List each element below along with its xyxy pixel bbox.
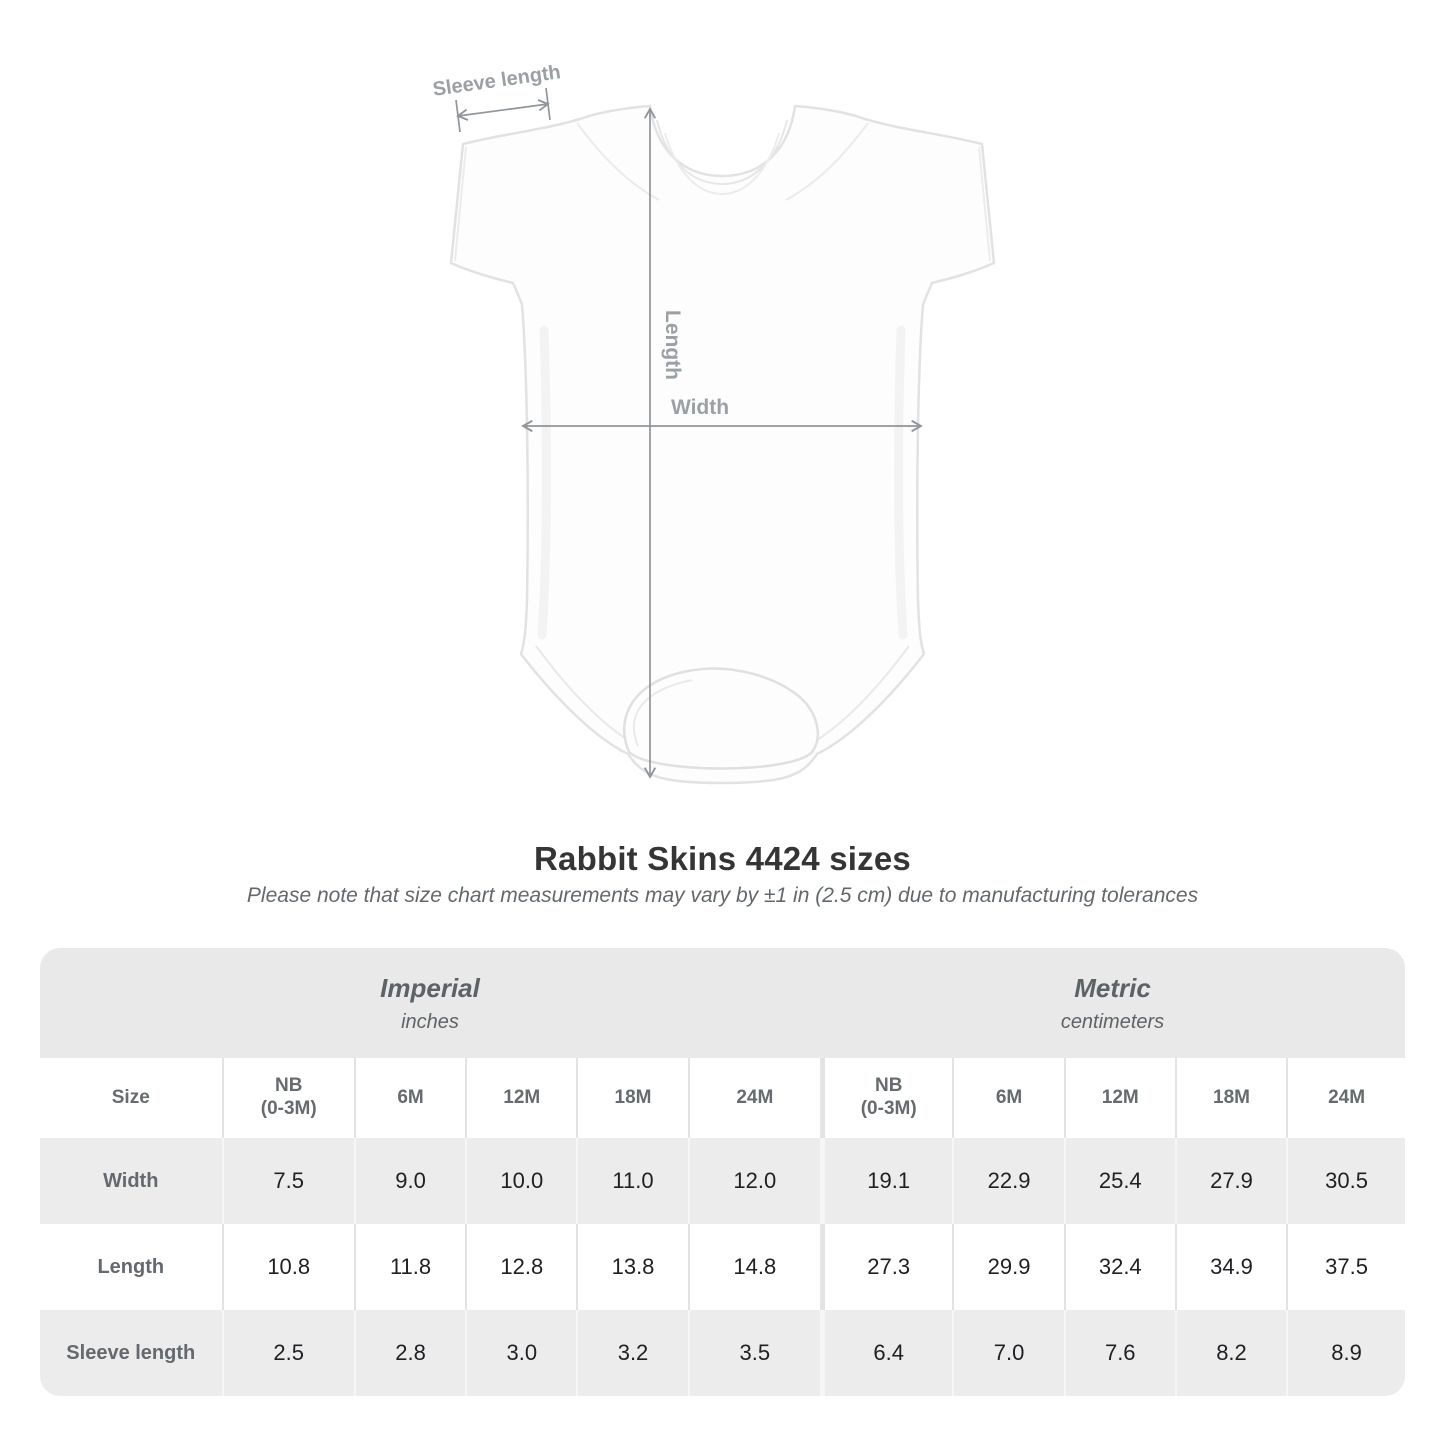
- leg-binding-right: [813, 645, 910, 743]
- length-label: Length: [661, 310, 684, 380]
- table-cell: 12.8: [465, 1224, 577, 1310]
- table-cell: 8.2: [1174, 1310, 1287, 1396]
- table-cell: 9.0: [353, 1138, 466, 1224]
- table-cell: 19.1: [820, 1138, 953, 1224]
- collar-inner-seam: [664, 132, 780, 196]
- leg-binding-left: [535, 645, 632, 743]
- table-cell: 8.9: [1286, 1310, 1405, 1396]
- table-cell: 34.9: [1174, 1224, 1287, 1310]
- table-cell: 11.0: [576, 1138, 688, 1224]
- column-header: 12M: [465, 1058, 577, 1138]
- table-cell: 27.3: [820, 1224, 953, 1310]
- column-header-size: Size: [40, 1058, 222, 1138]
- table-cell: 22.9: [952, 1138, 1064, 1224]
- table-cell: 25.4: [1063, 1138, 1175, 1224]
- table-cell: 11.8: [353, 1224, 466, 1310]
- table-cell: 14.8: [687, 1224, 821, 1310]
- column-header: 18M: [576, 1058, 688, 1138]
- crotch-flap-binding: [632, 679, 693, 747]
- body-shading-right: [894, 325, 908, 640]
- row-label: Length: [40, 1224, 222, 1310]
- collar-binding: [656, 119, 788, 186]
- table-cell: 37.5: [1286, 1224, 1405, 1310]
- onesie-diagram-svg: Sleeve length Length Width: [431, 61, 996, 785]
- table-cell: 10.8: [221, 1224, 354, 1310]
- imperial-section-header: Imperial inches: [40, 948, 821, 1058]
- table-cell: 3.5: [687, 1310, 821, 1396]
- sleeve-arrow-tick-left: [455, 99, 461, 133]
- imperial-section-title: Imperial: [380, 972, 480, 1003]
- table-cell: 3.0: [465, 1310, 577, 1396]
- imperial-section-unit: inches: [401, 1010, 459, 1033]
- table-cell: 2.5: [221, 1310, 354, 1396]
- onesie-silhouette: [449, 104, 996, 785]
- table-cell: 30.5: [1286, 1138, 1405, 1224]
- column-header: 6M: [353, 1058, 466, 1138]
- table-cell: 32.4: [1063, 1224, 1175, 1310]
- column-header: NB (0-3M): [221, 1058, 354, 1138]
- metric-section-header: Metric centimeters: [820, 948, 1405, 1058]
- sleeve-hem-right: [978, 146, 991, 262]
- metric-section-title: Metric: [1074, 972, 1151, 1003]
- sleeve-length-label: Sleeve length: [431, 61, 562, 101]
- product-measurement-diagram: Sleeve length Length Width: [431, 61, 996, 785]
- table-cell: 27.9: [1174, 1138, 1287, 1224]
- table-cell: 29.9: [952, 1224, 1064, 1310]
- row-label: Width: [40, 1138, 222, 1224]
- table-cell: 3.2: [576, 1310, 688, 1396]
- table-cell: 7.0: [952, 1310, 1064, 1396]
- page-title: Rabbit Skins 4424 sizes: [534, 840, 911, 877]
- table-cell: 2.8: [353, 1310, 466, 1396]
- sleeve-length-arrow: [456, 99, 550, 121]
- measurement-overlay: [455, 87, 923, 779]
- onesie-graphic: [449, 104, 996, 785]
- row-label: Sleeve length: [40, 1310, 222, 1396]
- column-header: 24M: [1286, 1058, 1405, 1138]
- column-header: 18M: [1174, 1058, 1287, 1138]
- column-header: 12M: [1063, 1058, 1175, 1138]
- column-header: 24M: [687, 1058, 821, 1138]
- table-cell: 10.0: [465, 1138, 577, 1224]
- metric-section-unit: centimeters: [1060, 1010, 1165, 1033]
- table-cell: 7.6: [1063, 1310, 1175, 1396]
- table-cell: 6.4: [820, 1310, 953, 1396]
- sleeve-hem-left: [454, 146, 467, 262]
- width-label: Width: [671, 396, 729, 419]
- size-table: Imperial inches Metric centimeters Size N…: [40, 948, 1405, 1396]
- table-cell: 12.0: [687, 1138, 821, 1224]
- column-header: NB (0-3M): [820, 1058, 953, 1138]
- page-subtitle: Please note that size chart measurements…: [246, 884, 1199, 907]
- column-header: 6M: [952, 1058, 1064, 1138]
- table-cell: 13.8: [576, 1224, 688, 1310]
- table-cell: 7.5: [221, 1138, 354, 1224]
- body-shading-left: [537, 325, 551, 640]
- lap-shoulder-seam-right: [785, 122, 869, 201]
- sleeve-arrow-tick-right: [545, 87, 551, 121]
